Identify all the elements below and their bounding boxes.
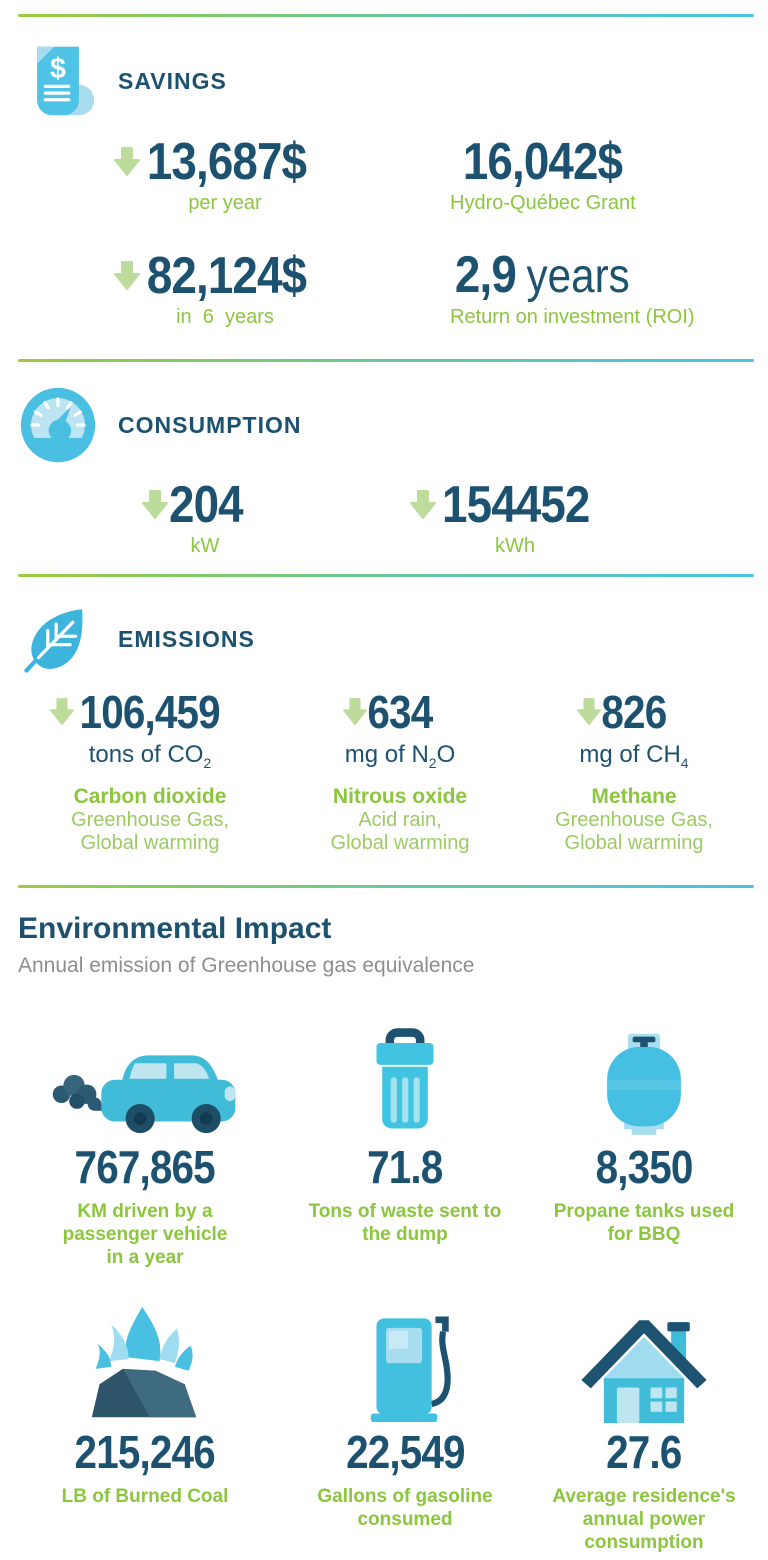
emission-desc: Global warming (330, 831, 470, 854)
impact-title: Environmental Impact (18, 911, 332, 945)
impact-label: LB of Burned Coal (61, 1485, 229, 1507)
stat-label: kW (190, 535, 220, 557)
consumption-kw: 204 kW (0, 478, 410, 558)
savings-stats: 13,687$ per year 16,042$ Hydro-Québec Gr… (0, 135, 768, 329)
impact-gasoline: 22,549 Gallons of gasoline consumed (290, 1305, 520, 1554)
emission-unit: mg of N2O (344, 741, 456, 771)
stat-value: 16,042$ (462, 133, 622, 191)
savings-header: $ SAVINGS (18, 39, 768, 123)
trash-can-icon (290, 1020, 520, 1138)
emission-desc: Greenhouse Gas, (71, 808, 229, 831)
svg-text:$: $ (50, 53, 66, 85)
stat-value: 82,124$ (146, 247, 306, 305)
stat-value: 106,459 (79, 686, 221, 738)
stat-label: Hydro-Québec Grant (450, 192, 636, 214)
stat-label: per year (188, 192, 262, 214)
impact-label: Gallons of gasoline consumed (317, 1485, 493, 1530)
impact-value: 215,246 (74, 1425, 216, 1478)
impact-value: 22,549 (345, 1425, 465, 1478)
savings-title: SAVINGS (118, 67, 227, 94)
emission-name: Carbon dioxide (73, 784, 227, 808)
impact-coal: 215,246 LB of Burned Coal (0, 1305, 290, 1554)
stat-value-suffix: years (526, 250, 630, 303)
consumption-kwh: 154452 kWh (410, 478, 620, 558)
impact-label: Tons of waste sent to the dump (308, 1200, 502, 1245)
impact-value: 27.6 (606, 1425, 682, 1478)
emissions-header: EMISSIONS (18, 599, 768, 679)
section-divider (18, 884, 754, 888)
section-divider (18, 359, 754, 362)
receipt-dollar-icon: $ (18, 39, 98, 123)
top-divider (18, 14, 754, 17)
stat-value: 204 (169, 476, 244, 534)
down-arrow-icon (410, 490, 437, 519)
emission-unit: tons of CO2 (88, 741, 212, 771)
impact-waste: 71.8 Tons of waste sent to the dump (290, 1020, 520, 1269)
down-arrow-icon (343, 698, 368, 725)
impact-value: 71.8 (367, 1140, 443, 1193)
consumption-title: CONSUMPTION (118, 411, 302, 438)
gauge-icon (18, 386, 98, 464)
impact-row-1: 767,865 KM driven by a passenger vehicle… (0, 1020, 768, 1269)
emission-unit: mg of CH4 (579, 741, 689, 771)
stat-value: 634 (367, 686, 434, 738)
stat-value: 13,687$ (146, 133, 306, 191)
stat-value: 2,9 (454, 246, 517, 304)
savings-roi: 2,9 years Return on investment (ROI) (450, 246, 695, 329)
down-arrow-icon (50, 698, 75, 725)
emission-name: Methane (591, 784, 677, 808)
stat-label: Return on investment (ROI) (450, 306, 695, 328)
impact-value: 767,865 (74, 1140, 216, 1193)
stat-label: in 6 years (176, 306, 274, 328)
burning-coal-icon (0, 1305, 290, 1423)
emission-desc: Global warming (80, 831, 220, 854)
impact-propane: 8,350 Propane tanks used for BBQ (520, 1020, 768, 1269)
propane-tank-icon (520, 1020, 768, 1138)
savings-grant: 16,042$ Hydro-Québec Grant (450, 133, 636, 215)
emission-co2: 106,459 tons of CO2 Carbon dioxide Green… (0, 687, 300, 855)
emission-n2o: 634 mg of N2O Nitrous oxide Acid rain, G… (300, 687, 500, 855)
stat-label: kWh (495, 535, 535, 557)
savings-total: 82,124$ in 6 years (0, 249, 450, 329)
impact-row-2: 215,246 LB of Burned Coal 22,549 Gallons… (0, 1305, 768, 1554)
impact-subtitle: Annual emission of Greenhouse gas equiva… (18, 953, 475, 977)
consumption-stats: 204 kW 154452 kWh (0, 478, 768, 558)
emission-desc: Acid rain, (358, 808, 442, 831)
impact-value: 8,350 (595, 1140, 694, 1193)
down-arrow-icon (577, 698, 602, 725)
impact-car: 767,865 KM driven by a passenger vehicle… (0, 1020, 290, 1269)
consumption-header: CONSUMPTION (18, 386, 768, 464)
car-exhaust-icon (0, 1020, 290, 1138)
impact-label: KM driven by a passenger vehicle in a ye… (62, 1200, 228, 1268)
down-arrow-icon (113, 261, 140, 290)
emissions-title: EMISSIONS (118, 625, 255, 652)
savings-per-year: 13,687$ per year (0, 135, 450, 215)
stat-value: 826 (601, 686, 668, 738)
emission-ch4: 826 mg of CH4 Methane Greenhouse Gas, Gl… (500, 687, 768, 855)
emission-name: Nitrous oxide (332, 784, 468, 808)
house-icon (520, 1305, 768, 1423)
emission-desc: Greenhouse Gas, (555, 808, 713, 831)
section-divider (18, 574, 754, 577)
impact-label: Propane tanks used for BBQ (553, 1200, 735, 1245)
stat-value: 154452 (442, 476, 590, 534)
down-arrow-icon (113, 147, 140, 176)
impact-residence: 27.6 Average residence's annual power co… (520, 1305, 768, 1554)
impact-label: Average residence's annual power consump… (552, 1485, 736, 1553)
gas-pump-icon (290, 1305, 520, 1423)
emissions-stats: 106,459 tons of CO2 Carbon dioxide Green… (0, 687, 768, 855)
leaf-icon (18, 600, 98, 678)
down-arrow-icon (142, 490, 169, 519)
emission-desc: Global warming (564, 831, 704, 854)
